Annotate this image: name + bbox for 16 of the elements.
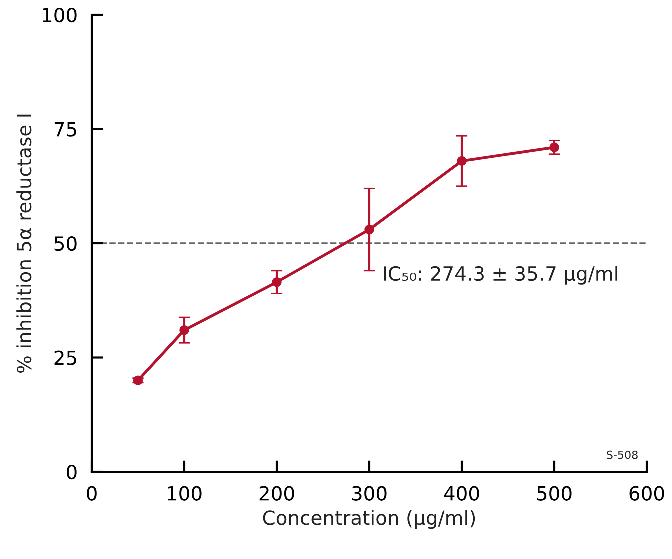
y-tick-label: 0	[67, 464, 77, 480]
x-tick-label: 100	[168, 486, 202, 501]
x-tick-label: 500	[537, 486, 572, 501]
annotation: IC₅₀: 274.3 ± 35.7 µg/ml	[384, 266, 618, 285]
x-tick-label: 400	[444, 486, 480, 501]
x-tick-label: 300	[352, 486, 387, 501]
y-tick-label: 75	[54, 122, 76, 137]
y-tick-label: 25	[54, 350, 76, 366]
y-axis-title: % inhibition 5α reductase I	[16, 114, 32, 373]
x-tick-label: 0	[87, 486, 97, 501]
x-tick-label: 600	[630, 486, 664, 501]
x-tick-label: 200	[260, 486, 294, 501]
x-axis-title: Concentration (µg/ml)	[263, 510, 476, 530]
y-tick-label: 100	[43, 8, 77, 23]
annotation: S-508	[607, 450, 638, 460]
y-tick-label: 50	[54, 236, 77, 252]
